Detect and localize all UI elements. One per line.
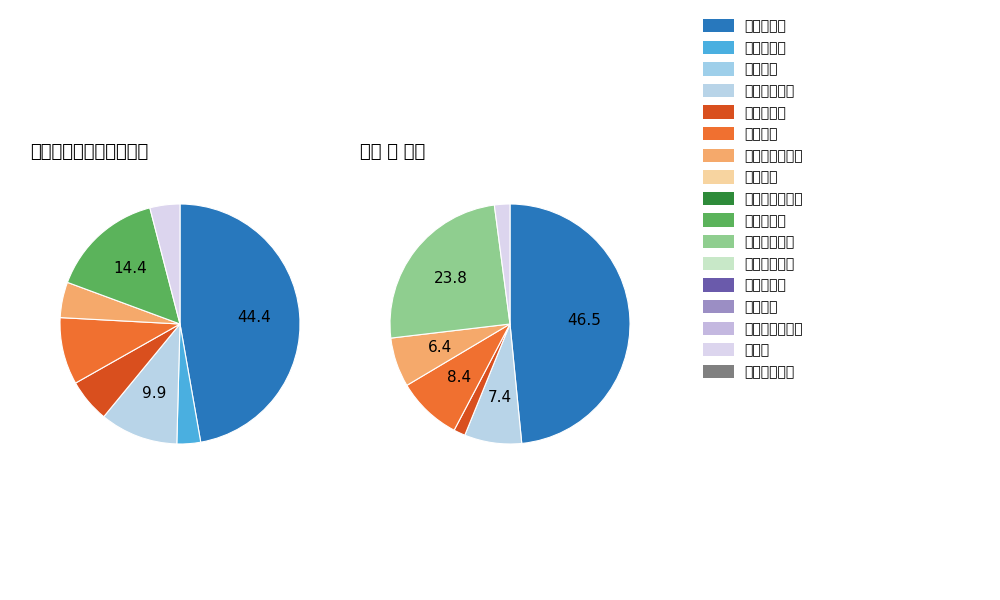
Wedge shape bbox=[407, 324, 510, 430]
Text: 8.4: 8.4 bbox=[447, 370, 471, 385]
Text: 太田 椋 選手: 太田 椋 選手 bbox=[360, 143, 425, 161]
Text: 23.8: 23.8 bbox=[434, 271, 468, 286]
Wedge shape bbox=[180, 204, 300, 442]
Wedge shape bbox=[177, 324, 201, 444]
Text: パ・リーグ全プレイヤー: パ・リーグ全プレイヤー bbox=[30, 143, 148, 161]
Wedge shape bbox=[391, 324, 510, 385]
Wedge shape bbox=[76, 324, 180, 416]
Wedge shape bbox=[104, 324, 180, 444]
Wedge shape bbox=[60, 317, 180, 383]
Text: 44.4: 44.4 bbox=[237, 310, 271, 325]
Wedge shape bbox=[454, 324, 510, 435]
Wedge shape bbox=[510, 204, 630, 443]
Wedge shape bbox=[150, 204, 180, 324]
Text: 6.4: 6.4 bbox=[427, 340, 452, 355]
Wedge shape bbox=[60, 283, 180, 324]
Text: 7.4: 7.4 bbox=[487, 390, 511, 405]
Text: 9.9: 9.9 bbox=[142, 386, 166, 401]
Text: 46.5: 46.5 bbox=[567, 313, 601, 328]
Legend: ストレート, ツーシーム, シュート, カットボール, スプリット, フォーク, チェンジアップ, シンカー, 高速スライダー, スライダー, 縦スライダー, : ストレート, ツーシーム, シュート, カットボール, スプリット, フォーク,… bbox=[703, 19, 803, 379]
Text: 14.4: 14.4 bbox=[113, 262, 147, 277]
Wedge shape bbox=[390, 205, 510, 338]
Wedge shape bbox=[67, 208, 180, 324]
Wedge shape bbox=[465, 324, 522, 444]
Wedge shape bbox=[494, 204, 510, 324]
